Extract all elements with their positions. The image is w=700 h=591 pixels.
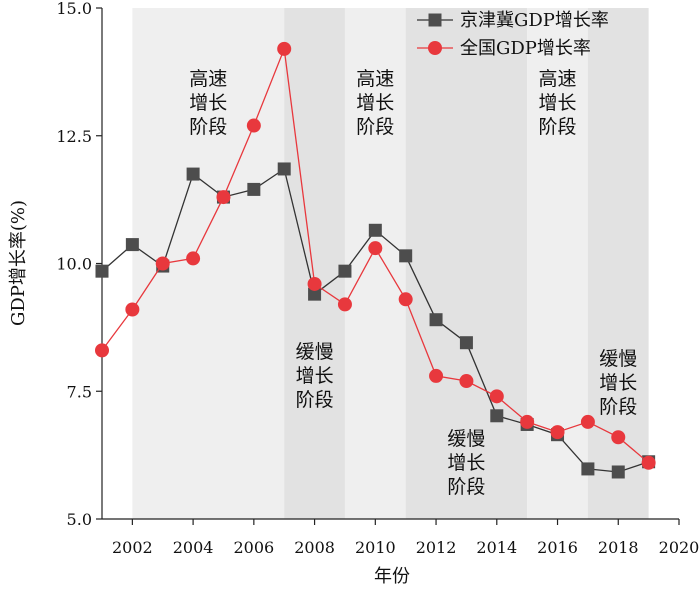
x-tick-label: 2010 [355, 538, 396, 557]
data-point [125, 302, 140, 317]
phase-label-line: 增长 [447, 452, 485, 474]
data-point [277, 162, 291, 176]
x-tick-label: 2016 [537, 538, 578, 557]
phase-label-line: 缓慢 [599, 348, 637, 370]
data-point [186, 167, 200, 181]
phase-label-line: 增长 [599, 372, 637, 394]
x-tick-label: 2008 [294, 538, 335, 557]
series-layer [95, 41, 656, 479]
x-tick-label: 2020 [659, 538, 700, 557]
data-point [246, 118, 261, 133]
data-point [186, 251, 201, 266]
x-tick-label: 2018 [598, 538, 639, 557]
data-point [338, 264, 352, 278]
data-point [550, 425, 565, 440]
data-point [368, 241, 383, 256]
data-point [399, 249, 413, 263]
data-point [611, 465, 625, 479]
phase-label-line: 阶段 [447, 476, 485, 498]
phase-label-line: 增长 [296, 365, 334, 387]
data-point [95, 264, 109, 278]
data-point [611, 430, 626, 445]
y-tick-label: 12.5 [56, 127, 92, 146]
data-point [398, 292, 413, 307]
x-tick-label: 2002 [112, 538, 153, 557]
data-point [580, 414, 595, 429]
data-point [641, 455, 656, 470]
legend-label: 全国GDP增长率 [460, 38, 591, 59]
phase-band [344, 8, 406, 519]
x-tick-label: 2012 [416, 538, 457, 557]
data-point [459, 374, 474, 389]
phase-label-line: 阶段 [189, 116, 227, 138]
series-2 [95, 41, 656, 470]
phase-label-line: 阶段 [539, 116, 577, 138]
data-point [520, 414, 535, 429]
data-point [308, 287, 322, 301]
data-point [459, 336, 473, 350]
data-point [125, 238, 139, 252]
data-point [489, 389, 504, 404]
legend-label: 京津冀GDP增长率 [460, 10, 609, 31]
phase-label-line: 增长 [539, 92, 577, 114]
phase-band [405, 8, 528, 519]
legend-marker [428, 41, 442, 55]
data-point [216, 190, 231, 205]
phase-label-line: 缓慢 [296, 341, 334, 363]
phase-label-line: 阶段 [599, 396, 637, 418]
data-point [368, 223, 382, 237]
phase-band [284, 8, 345, 519]
data-point [337, 297, 352, 312]
data-point [277, 41, 292, 56]
phase-label-line: 高速 [356, 68, 394, 90]
phase-label-line: 缓慢 [447, 428, 485, 450]
data-point [490, 409, 504, 423]
y-axis-title: GDP增长率(%) [8, 200, 29, 326]
data-point [429, 313, 443, 327]
y-tick-label: 5.0 [67, 510, 92, 529]
data-point [429, 368, 444, 383]
phase-label-line: 高速 [189, 68, 227, 90]
phase-label-line: 高速 [539, 68, 577, 90]
x-tick-label: 2006 [233, 538, 274, 557]
y-tick-label: 15.0 [56, 0, 92, 18]
y-tick-label: 10.0 [56, 255, 92, 274]
x-tick-label: 2014 [476, 538, 517, 557]
data-point [307, 276, 322, 291]
phase-label-line: 阶段 [296, 389, 334, 411]
x-tick-label: 2004 [173, 538, 214, 557]
data-point [581, 462, 595, 476]
data-point [95, 343, 109, 358]
legend-marker [428, 13, 442, 27]
data-point [155, 256, 170, 271]
x-axis-title: 年份 [374, 566, 410, 587]
y-tick-label: 7.5 [67, 382, 92, 401]
data-point [247, 182, 261, 196]
phase-label-line: 增长 [189, 92, 227, 114]
phase-label-line: 增长 [356, 92, 394, 114]
phase-label-line: 阶段 [356, 116, 394, 138]
axes: 5.0 7.5 10.0 12.5 15.0 2002 2004 2006 2008 2010 20… [56, 0, 699, 557]
